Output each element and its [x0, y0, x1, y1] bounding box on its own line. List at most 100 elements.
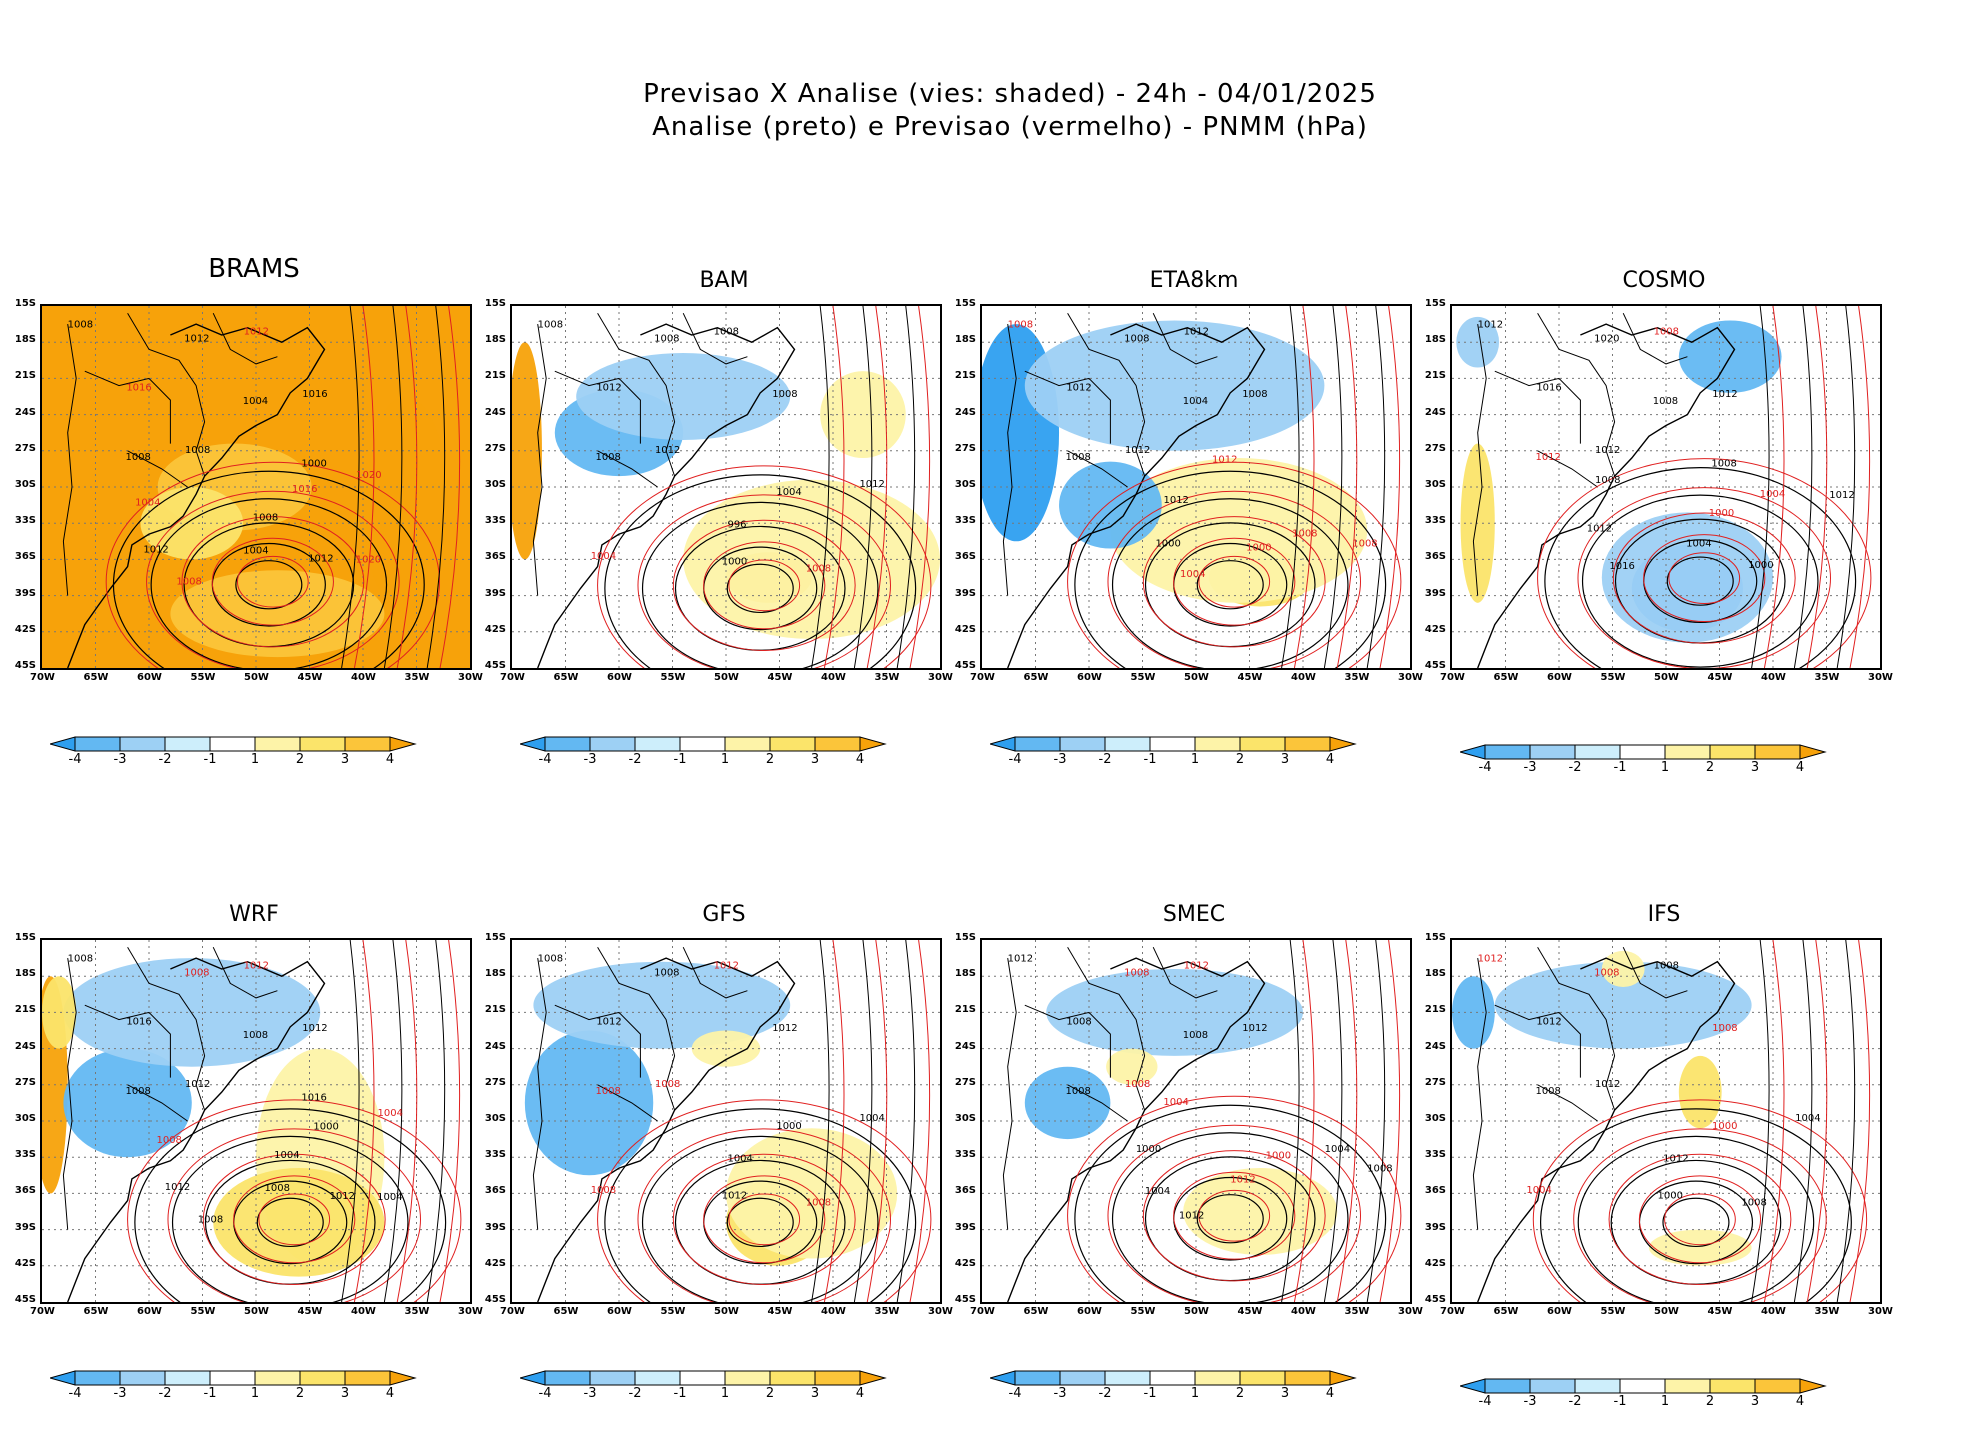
- lat-tick-label: 42S: [1424, 1257, 1446, 1269]
- lat-tick-label: 39S: [484, 1221, 506, 1233]
- lat-tick-label: 15S: [484, 298, 506, 309]
- colorbar-label: 3: [810, 1386, 820, 1401]
- panel-eta8km: ETA8km 1008 1012 1012 1012 1008 1008 1008 1004 10…: [955, 254, 1438, 696]
- isobar-label: 1008: [1712, 1023, 1737, 1034]
- colorbar-label: -2: [1568, 760, 1582, 775]
- bias-shading: [512, 342, 542, 560]
- country-border: [682, 312, 748, 365]
- forecast-isobar: [1643, 534, 1766, 623]
- forecast-isobar: [439, 306, 461, 668]
- map-area: 1008 1016 1008 1012 1016 1008 1012 1004 1000 1008…: [40, 304, 472, 670]
- lat-tick-label: 42S: [484, 623, 506, 635]
- colorbar-segment: [1619, 1378, 1666, 1394]
- colorbar-arrow-right: [389, 736, 417, 752]
- colorbar: -4 -3 -2 -1 1 2 3 4: [48, 1370, 460, 1404]
- isobar-label: 1008: [654, 967, 679, 978]
- lat-tick-label: 36S: [1424, 551, 1446, 563]
- isobar-label: 1012: [308, 553, 333, 564]
- colorbar-label: -4: [538, 1386, 552, 1401]
- colorbar-arrow-left: [48, 1370, 76, 1386]
- isobar-label: 1016: [126, 382, 151, 393]
- lat-tick-label: 33S: [1424, 1149, 1446, 1161]
- isobar-label: 1008: [1741, 1198, 1766, 1209]
- lon-tick-label: 35W: [404, 1306, 430, 1317]
- colorbar-segment: [299, 736, 346, 752]
- lon-tick-label: 45W: [767, 672, 793, 683]
- country-border: [1494, 370, 1581, 444]
- forecast-isobar: [439, 940, 461, 1302]
- country-border: [127, 1084, 188, 1122]
- forecast-isobar: [1107, 1124, 1361, 1302]
- isobar-label: 1008: [806, 1198, 831, 1209]
- forecast-isobar: [1849, 940, 1871, 1302]
- lon-tick-label: 65W: [83, 672, 109, 683]
- analysis-isobar: [896, 306, 916, 668]
- isobar-label: 1004: [859, 1113, 884, 1124]
- country-border: [1622, 946, 1688, 999]
- analysis-isobar: [1281, 306, 1300, 668]
- isobar-label: 1004: [591, 551, 616, 562]
- panel-ifs: IFS 1012 1012 1012 1008 1008 1008 1008 1004 1000 1…: [1425, 888, 1908, 1330]
- analysis-isobar: [171, 1135, 409, 1302]
- forecast-isobar: [233, 1175, 356, 1264]
- colorbar-label: 4: [1325, 1386, 1335, 1401]
- lat-tick-label: 24S: [1424, 1040, 1446, 1052]
- isobar-label: 1008: [806, 564, 831, 575]
- bias-shading: [1183, 1168, 1338, 1255]
- map-area: 1008 1012 1012 1012 1008 1008 1008 1004 1004 1000…: [980, 304, 1412, 670]
- map-area: 1012 1012 1012 1008 1008 1008 1008 1004 1000 1012…: [1450, 938, 1882, 1304]
- isobar-label: 1000: [1709, 508, 1734, 519]
- bias-shading: [1601, 512, 1773, 643]
- colorbar-label: -1: [203, 1386, 217, 1401]
- figure-title-line2: Analise (preto) e Previsao (vermelho) - …: [652, 112, 1368, 142]
- bias-shading: [1678, 1055, 1722, 1129]
- isobar-label: 1000: [313, 1122, 338, 1133]
- lon-tick-label: 40W: [1761, 672, 1786, 683]
- forecast-isobar: [1612, 512, 1796, 644]
- colorbar-label: -2: [158, 1386, 172, 1401]
- isobar-label: 1008: [176, 577, 201, 588]
- forecast-isobar: [1379, 940, 1401, 1302]
- analysis-isobar: [1323, 306, 1343, 668]
- bias-shading: [213, 1168, 385, 1277]
- lat-tick-label: 27S: [14, 1076, 36, 1088]
- lon-tick-label: 60W: [137, 1306, 162, 1317]
- bias-shading: [140, 487, 244, 560]
- isobar-label: 1008: [1654, 961, 1679, 972]
- isobar-label: 1008: [538, 954, 563, 965]
- isobar-label: 1020: [1594, 333, 1619, 344]
- lon-tick-label: 45W: [297, 672, 323, 683]
- colorbar-svg: [988, 736, 1357, 752]
- country-border: [682, 946, 748, 999]
- bias-shading: [683, 479, 940, 640]
- isobar-label: 1008: [654, 333, 679, 344]
- isobar-label: 1020: [356, 554, 381, 565]
- colorbar-label: -3: [1523, 1394, 1537, 1409]
- colorbar-segment: [344, 1370, 391, 1386]
- country-border: [1067, 450, 1128, 488]
- forecast-isobar: [909, 306, 931, 668]
- colorbar-label: -2: [628, 1386, 642, 1401]
- lon-tick-label: 50W: [1184, 672, 1209, 683]
- lat-tick-label: 45S: [954, 1294, 976, 1305]
- isobar-label: 1004: [243, 545, 268, 556]
- lon-tick-label: 55W: [190, 1306, 216, 1317]
- panel-cosmo: COSMO 1012 1016 1012 1008 1012 1012 1020 1008 100…: [1425, 254, 1908, 696]
- colorbar-segment: [679, 736, 726, 752]
- bias-shading: [1110, 458, 1368, 603]
- lon-tick-label: 70W: [970, 1306, 995, 1317]
- analysis-isobar: [896, 940, 916, 1302]
- lon-tick-label: 30W: [1398, 672, 1423, 683]
- coastline: [1477, 957, 1736, 1302]
- analysis-isobar: [1196, 1194, 1264, 1244]
- colorbar-segment: [1529, 1378, 1576, 1394]
- lat-tick-label: 30S: [954, 1113, 976, 1124]
- analysis-isobar: [1196, 560, 1264, 610]
- analysis-isobar: [426, 306, 446, 668]
- lon-tick-label: 30W: [1398, 1306, 1423, 1317]
- forecast-isobar: [396, 940, 418, 1302]
- colorbar-segment: [1754, 744, 1801, 760]
- forecast-isobar: [202, 1153, 386, 1286]
- lat-tick-label: 24S: [14, 1040, 36, 1052]
- isobar-label: 1016: [292, 484, 317, 495]
